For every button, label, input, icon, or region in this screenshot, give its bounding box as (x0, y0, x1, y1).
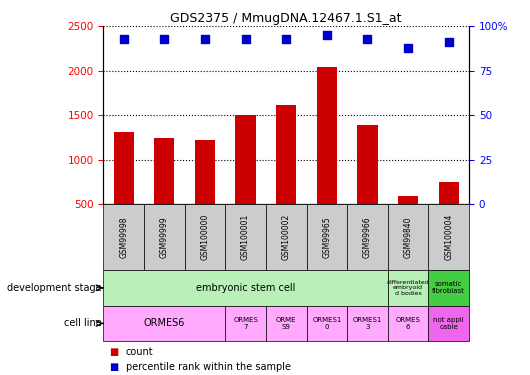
Bar (266, 204, 306, 270)
Text: ORME
S9: ORME S9 (276, 317, 296, 330)
Text: GSM100000: GSM100000 (200, 214, 209, 260)
Text: GSM99999: GSM99999 (160, 216, 169, 258)
Text: development stage: development stage (7, 283, 101, 293)
Text: ■: ■ (109, 347, 118, 357)
Text: not appli
cable: not appli cable (434, 317, 464, 330)
Text: GSM100001: GSM100001 (241, 214, 250, 260)
Bar (347, 306, 388, 341)
Text: ORMES
7: ORMES 7 (233, 317, 258, 330)
Bar (306, 204, 347, 270)
Bar (276, 105, 296, 249)
Text: differentiated
embryoid
d bodies: differentiated embryoid d bodies (387, 279, 429, 296)
Bar (388, 204, 428, 270)
Point (323, 32, 331, 38)
Text: GSM99966: GSM99966 (363, 216, 372, 258)
Bar (439, 182, 459, 249)
Bar (225, 306, 266, 341)
Point (445, 39, 453, 45)
Bar (195, 140, 215, 249)
Text: embryonic stem cell: embryonic stem cell (196, 283, 295, 293)
Text: ORMES6: ORMES6 (144, 318, 185, 328)
Text: GSM100004: GSM100004 (444, 214, 453, 260)
Point (160, 36, 169, 42)
Bar (347, 204, 388, 270)
Text: percentile rank within the sample: percentile rank within the sample (126, 362, 290, 372)
Title: GDS2375 / MmugDNA.12467.1.S1_at: GDS2375 / MmugDNA.12467.1.S1_at (171, 12, 402, 25)
Point (119, 36, 128, 42)
Point (282, 36, 290, 42)
Text: GSM100002: GSM100002 (282, 214, 290, 260)
Text: ORMES
6: ORMES 6 (396, 317, 420, 330)
Bar (103, 306, 225, 341)
Bar (398, 196, 418, 249)
Bar (184, 204, 225, 270)
Text: ORMES1
3: ORMES1 3 (353, 317, 382, 330)
Bar (317, 67, 337, 249)
Text: ■: ■ (109, 362, 118, 372)
Text: GSM99965: GSM99965 (322, 216, 331, 258)
Bar (103, 204, 144, 270)
Bar (357, 125, 377, 249)
Bar (388, 306, 428, 341)
Point (404, 45, 412, 51)
Point (201, 36, 209, 42)
Bar (306, 306, 347, 341)
Bar (266, 306, 306, 341)
Text: GSM99840: GSM99840 (404, 216, 412, 258)
Bar (428, 204, 469, 270)
Bar (144, 204, 184, 270)
Bar (103, 270, 388, 306)
Point (363, 36, 372, 42)
Point (241, 36, 250, 42)
Text: somatic
fibroblast: somatic fibroblast (432, 281, 465, 294)
Text: GSM99998: GSM99998 (119, 216, 128, 258)
Bar (154, 138, 174, 249)
Bar (235, 116, 255, 249)
Text: cell line: cell line (64, 318, 101, 328)
Bar (428, 270, 469, 306)
Bar (225, 204, 266, 270)
Text: ORMES1
0: ORMES1 0 (312, 317, 341, 330)
Text: count: count (126, 347, 153, 357)
Bar (428, 306, 469, 341)
Bar (388, 270, 428, 306)
Bar (113, 132, 134, 249)
